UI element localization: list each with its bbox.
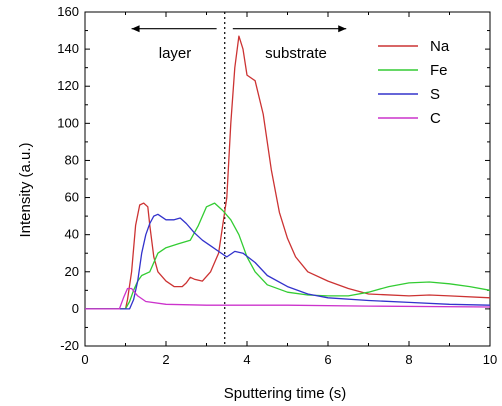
legend-label-fe: Fe xyxy=(430,62,448,79)
annotations: layer substrate xyxy=(131,12,347,346)
x-axis-label: Sputtering time (s) xyxy=(224,385,347,402)
layer-arrow-head xyxy=(131,25,140,33)
layer-label: layer xyxy=(159,45,192,62)
y-tick-label: -20 xyxy=(60,338,79,353)
y-tick-label: 120 xyxy=(57,78,79,93)
legend: Na Fe SC xyxy=(378,38,450,127)
series-line-fe xyxy=(85,202,491,310)
x-tick-label: 8 xyxy=(405,352,412,367)
x-tick-label: 0 xyxy=(81,352,88,367)
y-tick-label: 160 xyxy=(57,4,79,19)
legend-label-s: S xyxy=(430,86,440,103)
substrate-label: substrate xyxy=(265,45,327,62)
series-line-na xyxy=(85,35,491,310)
legend-label-na: Na xyxy=(430,38,450,55)
series-line-c xyxy=(85,287,491,310)
x-tick-label: 6 xyxy=(324,352,331,367)
series-lines xyxy=(85,35,491,310)
y-tick-label: 80 xyxy=(65,152,79,167)
y-tick-label: 140 xyxy=(57,41,79,56)
y-tick-label: 60 xyxy=(65,190,79,205)
x-tick-label: 4 xyxy=(243,352,250,367)
y-tick-label: 20 xyxy=(65,264,79,279)
y-axis-label: Intensity (a.u.) xyxy=(17,142,34,237)
x-tick-label: 10 xyxy=(483,352,497,367)
series-line-s xyxy=(85,213,491,310)
substrate-arrow-head xyxy=(338,25,347,33)
y-tick-label: 0 xyxy=(72,301,79,316)
legend-label-c: C xyxy=(430,110,441,127)
y-tick-label: 100 xyxy=(57,115,79,130)
x-tick-label: 2 xyxy=(162,352,169,367)
y-tick-label: 40 xyxy=(65,227,79,242)
